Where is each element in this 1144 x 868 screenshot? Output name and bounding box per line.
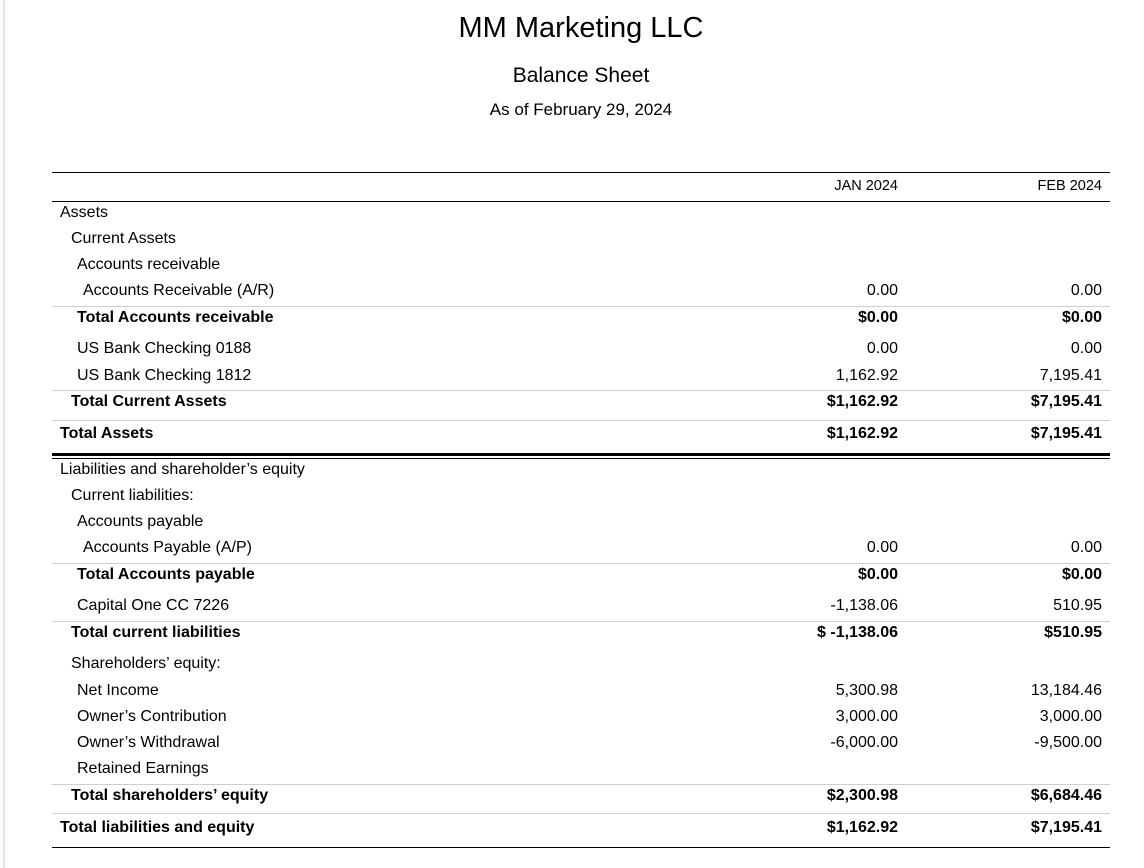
row-value-jan[interactable]: $0.00	[857, 566, 898, 583]
row-label: Accounts Payable (A/P)	[83, 539, 252, 556]
row-label: Accounts Receivable (A/R)	[83, 282, 275, 299]
row-value-feb[interactable]: 7,195.41	[1039, 367, 1102, 384]
table-top-rule	[52, 172, 1110, 173]
row-divider	[52, 563, 1110, 564]
row-label: US Bank Checking 1812	[77, 367, 252, 384]
row-value-jan[interactable]: 0.00	[866, 282, 898, 299]
row-label: Liabilities and shareholder’s equity	[60, 461, 305, 478]
row-value-feb[interactable]: $7,195.41	[1030, 819, 1102, 836]
row-value-feb[interactable]: 510.95	[1053, 597, 1102, 614]
row-owners-contribution[interactable]: Owner’s Contribution 3,000.00 3,000.00	[0, 708, 1144, 734]
row-liabilities-and-equity: Liabilities and shareholder’s equity	[0, 461, 1144, 487]
row-divider	[52, 621, 1110, 622]
row-label: Total Accounts payable	[77, 566, 255, 583]
row-value-feb[interactable]: -9,500.00	[1034, 734, 1102, 751]
row-shareholders-equity: Shareholders’ equity:	[0, 655, 1144, 681]
row-label: Total liabilities and equity	[60, 819, 255, 836]
row-retained-earnings[interactable]: Retained Earnings	[0, 760, 1144, 786]
row-value-feb[interactable]: 0.00	[1070, 539, 1102, 556]
row-label: Assets	[60, 204, 109, 221]
row-accounts-payable-group: Accounts payable	[0, 513, 1144, 539]
row-value-feb[interactable]: 13,184.46	[1030, 682, 1102, 699]
row-assets: Assets	[0, 204, 1144, 230]
row-label: Total Assets	[60, 425, 154, 442]
row-current-liabilities: Current liabilities:	[0, 487, 1144, 513]
row-total-liabilities-and-equity[interactable]: Total liabilities and equity $1,162.92 $…	[0, 819, 1144, 845]
row-value-feb[interactable]: 0.00	[1070, 282, 1102, 299]
report-title: Balance Sheet	[512, 64, 650, 87]
row-value-feb[interactable]: 0.00	[1070, 340, 1102, 357]
row-current-assets: Current Assets	[0, 230, 1144, 256]
company-name: MM Marketing LLC	[458, 12, 704, 44]
row-value-feb[interactable]: $7,195.41	[1030, 393, 1102, 410]
row-label: Current Assets	[71, 230, 176, 247]
row-value-jan[interactable]: $1,162.92	[826, 393, 898, 410]
column-header-feb[interactable]: FEB 2024	[1037, 178, 1103, 194]
row-label: Owner’s Withdrawal	[77, 734, 220, 751]
row-value-jan[interactable]: -1,138.06	[830, 597, 898, 614]
row-value-feb[interactable]: $6,684.46	[1030, 787, 1102, 804]
column-header-jan[interactable]: JAN 2024	[834, 178, 898, 194]
row-value-jan[interactable]: $0.00	[857, 309, 898, 326]
report-date: As of February 29, 2024	[489, 100, 673, 119]
row-label: Total Current Assets	[71, 393, 227, 410]
row-value-jan[interactable]: 5,300.98	[835, 682, 898, 699]
row-us-bank-checking-1812[interactable]: US Bank Checking 1812 1,162.92 7,195.41	[0, 367, 1144, 393]
row-net-income[interactable]: Net Income 5,300.98 13,184.46	[0, 682, 1144, 708]
window-left-border	[3, 0, 5, 868]
row-total-accounts-payable[interactable]: Total Accounts payable $0.00 $0.00	[0, 566, 1144, 592]
row-label: US Bank Checking 0188	[77, 340, 252, 357]
row-label: Current liabilities:	[71, 487, 194, 504]
table-bottom-rule	[52, 847, 1110, 848]
row-divider	[52, 390, 1110, 391]
row-value-jan[interactable]: 3,000.00	[835, 708, 898, 725]
row-label: Total current liabilities	[71, 624, 241, 641]
row-divider	[52, 420, 1110, 421]
row-accounts-receivable[interactable]: Accounts Receivable (A/R) 0.00 0.00	[0, 282, 1144, 308]
row-divider	[52, 784, 1110, 785]
row-value-feb[interactable]: $0.00	[1061, 566, 1102, 583]
row-label: Shareholders’ equity:	[71, 655, 221, 672]
row-capital-one-cc-7226[interactable]: Capital One CC 7226 -1,138.06 510.95	[0, 597, 1144, 623]
row-value-jan[interactable]: $1,162.92	[826, 425, 898, 442]
row-total-accounts-receivable[interactable]: Total Accounts receivable $0.00 $0.00	[0, 309, 1144, 335]
row-value-feb[interactable]: 3,000.00	[1039, 708, 1102, 725]
row-value-jan[interactable]: $ -1,138.06	[817, 624, 898, 641]
row-label: Net Income	[77, 682, 159, 699]
row-value-jan[interactable]: -6,000.00	[830, 734, 898, 751]
row-label: Capital One CC 7226	[77, 597, 230, 614]
row-value-jan[interactable]: $2,300.98	[826, 787, 898, 804]
row-value-feb[interactable]: $510.95	[1044, 624, 1102, 641]
row-value-feb[interactable]: $7,195.41	[1030, 425, 1102, 442]
row-value-jan[interactable]: 0.00	[866, 340, 898, 357]
row-total-assets[interactable]: Total Assets $1,162.92 $7,195.41	[0, 425, 1144, 451]
row-owners-withdrawal[interactable]: Owner’s Withdrawal -6,000.00 -9,500.00	[0, 734, 1144, 760]
row-label: Owner’s Contribution	[77, 708, 227, 725]
header-bottom-rule	[52, 201, 1110, 202]
row-label: Retained Earnings	[77, 760, 209, 777]
row-label: Total shareholders’ equity	[71, 787, 269, 804]
row-divider	[52, 306, 1110, 307]
row-total-current-liabilities[interactable]: Total current liabilities $ -1,138.06 $5…	[0, 624, 1144, 650]
row-accounts-receivable-group: Accounts receivable	[0, 256, 1144, 282]
row-value-jan[interactable]: 1,162.92	[835, 367, 898, 384]
row-us-bank-checking-0188[interactable]: US Bank Checking 0188 0.00 0.00	[0, 340, 1144, 366]
row-value-jan[interactable]: $1,162.92	[826, 819, 898, 836]
row-label: Accounts payable	[77, 513, 204, 530]
section-double-rule	[52, 453, 1110, 456]
section-double-rule	[52, 458, 1110, 459]
row-label: Total Accounts receivable	[77, 309, 274, 326]
row-value-jan[interactable]: 0.00	[866, 539, 898, 556]
row-label: Accounts receivable	[77, 256, 221, 273]
row-divider	[52, 813, 1110, 814]
row-total-shareholders-equity[interactable]: Total shareholders’ equity $2,300.98 $6,…	[0, 787, 1144, 813]
row-value-feb[interactable]: $0.00	[1061, 309, 1102, 326]
row-total-current-assets[interactable]: Total Current Assets $1,162.92 $7,195.41	[0, 393, 1144, 419]
row-accounts-payable[interactable]: Accounts Payable (A/P) 0.00 0.00	[0, 539, 1144, 565]
